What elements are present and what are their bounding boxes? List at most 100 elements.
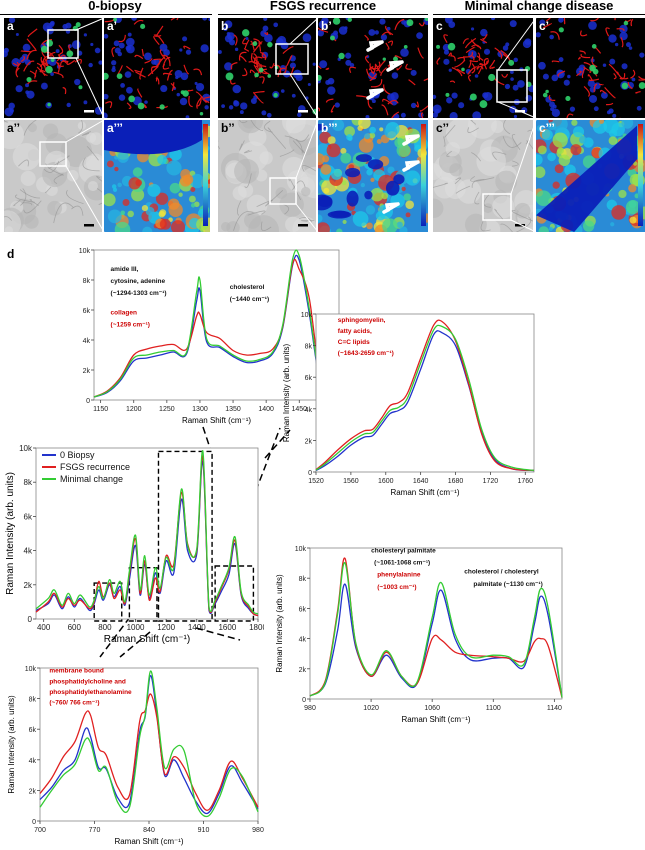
x-tick-label: 1060 bbox=[424, 705, 440, 712]
y-tick-label: 2k bbox=[305, 438, 313, 445]
x-tick-label: 1200 bbox=[126, 406, 142, 413]
series-line-minimal-change bbox=[309, 562, 563, 698]
micrograph-panel: c bbox=[433, 18, 533, 118]
chart-zoom-960-1140: 980 1020 1060 1100 1140 0 2k 4k 6k 8k 10k Raman Shi… bbox=[275, 546, 563, 724]
micrograph-panel: c’’ bbox=[433, 120, 533, 232]
annotation: phosphatidylcholine and bbox=[49, 678, 126, 685]
x-tick-label: 1720 bbox=[483, 478, 499, 485]
x-tick-label: 1600 bbox=[218, 623, 236, 632]
y-tick-label: 4k bbox=[299, 637, 307, 644]
zoom-box bbox=[157, 450, 213, 622]
y-tick-label: 10k bbox=[301, 312, 313, 319]
series-line-minimal-change bbox=[93, 249, 340, 400]
y-tick-label: 6k bbox=[83, 308, 91, 315]
y-tick-label: 0 bbox=[32, 819, 36, 826]
panel-label: c’’ bbox=[436, 121, 449, 135]
micrograph-image bbox=[218, 18, 316, 118]
y-tick-label: 6k bbox=[299, 606, 307, 613]
annotation: C=C lipids bbox=[338, 339, 370, 346]
header-underline bbox=[433, 14, 645, 15]
header-fsgs-recurrence: FSGS recurrence bbox=[269, 0, 377, 13]
series-line-minimal-change bbox=[39, 670, 259, 818]
micrograph-panel: a’’’ bbox=[104, 120, 210, 232]
y-tick-label: 8k bbox=[24, 478, 33, 487]
panel-label: c bbox=[436, 19, 443, 33]
annotation: cholesteryl palmitate bbox=[371, 548, 436, 555]
legend-label: Minimal change bbox=[60, 474, 123, 484]
micrograph-image bbox=[218, 120, 316, 232]
series-line-fsgs-recurrence bbox=[309, 557, 563, 698]
annotation: cholesterol bbox=[230, 284, 265, 291]
x-tick-label: 980 bbox=[304, 705, 316, 712]
micrograph-panel: a bbox=[4, 18, 102, 118]
x-tick-label: 1250 bbox=[159, 406, 175, 413]
micrograph-panel: a’’ bbox=[4, 120, 102, 232]
y-tick-label: 6k bbox=[305, 375, 313, 382]
x-tick-label: 1600 bbox=[378, 478, 394, 485]
micrograph-panel: c’ bbox=[536, 18, 645, 118]
annotation: (~1440 cm⁻¹) bbox=[230, 296, 269, 303]
y-tick-label: 4k bbox=[305, 407, 313, 414]
panel-label: c’ bbox=[539, 19, 550, 33]
panel-label: a’ bbox=[107, 19, 118, 33]
panel-label: c’’’ bbox=[539, 121, 555, 135]
x-tick-label: 840 bbox=[143, 827, 155, 834]
y-tick-label: 6k bbox=[24, 512, 33, 521]
header-minimal-change-disease: Minimal change disease bbox=[464, 0, 614, 13]
x-tick-label: 1760 bbox=[517, 478, 533, 485]
y-tick-label: 0 bbox=[86, 398, 90, 405]
annotation: sphingomyelin, bbox=[338, 317, 386, 324]
x-tick-label: 1560 bbox=[343, 478, 359, 485]
annotation: (~1259 cm⁻¹) bbox=[111, 322, 150, 329]
x-tick-label: 1350 bbox=[225, 406, 241, 413]
annotation: collagen bbox=[111, 310, 137, 317]
micrograph-image bbox=[318, 120, 428, 232]
x-tick-label: 1520 bbox=[308, 478, 324, 485]
annotation: (~1294-1303 cm⁻¹) bbox=[111, 290, 167, 297]
x-tick-label: 1100 bbox=[486, 705, 501, 712]
y-tick-label: 8k bbox=[305, 344, 313, 351]
micrograph-image bbox=[318, 18, 428, 118]
legend-label: FSGS recurrence bbox=[60, 462, 130, 472]
series-line-minimal-change bbox=[35, 450, 259, 615]
y-tick-label: 2k bbox=[24, 581, 33, 590]
y-tick-label: 8k bbox=[29, 697, 37, 704]
panel-zoom-lines bbox=[65, 17, 537, 233]
micrograph-image bbox=[433, 120, 533, 232]
y-axis-label: Raman Intensity (arb. units) bbox=[282, 344, 291, 443]
chart-zoom-1520-1770: 1520 1560 1600 1640 1680 1720 1760 0 2k 4k 6k 8k 10k… bbox=[282, 312, 535, 497]
micrograph-image bbox=[433, 18, 533, 118]
x-tick-label: 770 bbox=[89, 827, 101, 834]
micrograph-image bbox=[536, 120, 645, 232]
x-tick-label: 700 bbox=[34, 827, 46, 834]
y-tick-label: 0 bbox=[28, 615, 33, 624]
annotation: palmitate (~1130 cm⁻¹) bbox=[473, 581, 542, 588]
panel-label: a bbox=[7, 19, 14, 33]
y-tick-label: 4k bbox=[83, 338, 91, 345]
annotation: fatty acids, bbox=[338, 328, 372, 335]
annotation: amide III, bbox=[111, 266, 139, 273]
micrograph-image bbox=[4, 18, 102, 118]
annotation: (~760/ 766 cm⁻¹) bbox=[49, 700, 99, 707]
x-tick-label: 1400 bbox=[188, 623, 206, 632]
x-tick-label: 800 bbox=[98, 623, 112, 632]
panel-label: a’’ bbox=[7, 121, 20, 135]
micrograph-image bbox=[104, 18, 210, 118]
x-axis-label: Raman Shift (cm⁻¹) bbox=[182, 416, 251, 425]
y-axis-label: Raman Intensity (arb. units) bbox=[275, 574, 284, 673]
header-underline bbox=[218, 14, 428, 15]
x-tick-label: 910 bbox=[198, 827, 210, 834]
y-tick-label: 10k bbox=[295, 546, 307, 553]
micrograph-panel: b’’ bbox=[218, 120, 316, 232]
x-tick-label: 1450 bbox=[291, 406, 307, 413]
y-tick-label: 2k bbox=[29, 788, 37, 795]
x-axis-label: Raman Shift (cm⁻¹) bbox=[114, 837, 183, 846]
x-tick-label: 400 bbox=[37, 623, 51, 632]
x-axis-label: Raman Shift (cm⁻¹) bbox=[401, 715, 470, 724]
y-tick-label: 4k bbox=[24, 547, 33, 556]
series-line-0-biopsy bbox=[309, 583, 563, 698]
y-tick-label: 8k bbox=[83, 278, 91, 285]
legend-label: 0 Biopsy bbox=[60, 450, 95, 460]
micrograph-image bbox=[536, 18, 645, 118]
